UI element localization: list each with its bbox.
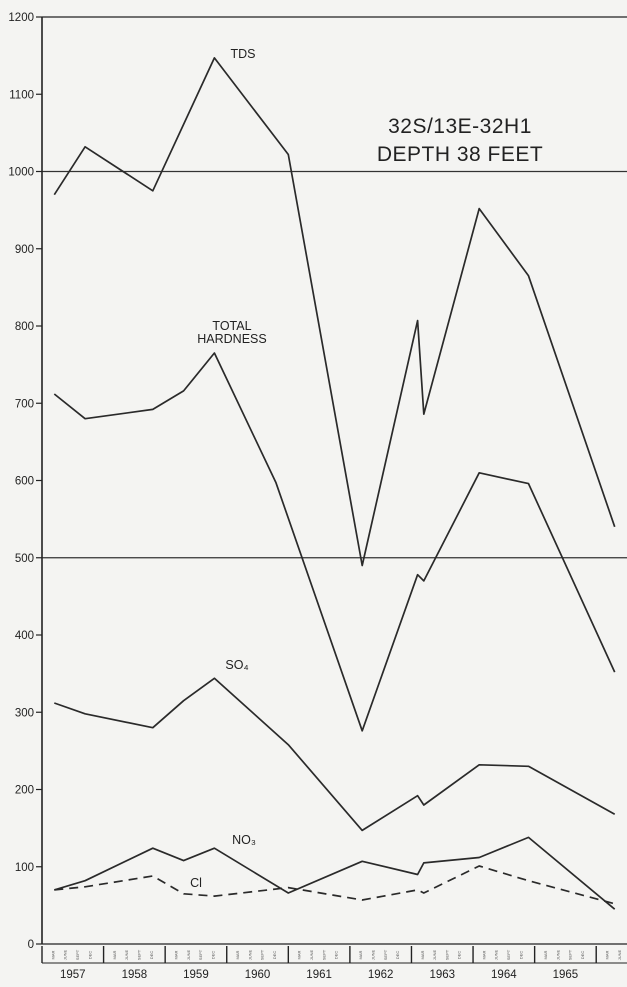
y-tick-label: 600: [15, 476, 34, 488]
series-label-1: HARDNESS: [197, 332, 266, 346]
y-tick-label: 1100: [9, 89, 34, 101]
month-mark: JUNE: [247, 949, 252, 960]
y-tick-label: 500: [15, 553, 34, 565]
month-mark: MAR: [358, 950, 363, 959]
month-mark: JUNE: [371, 949, 376, 960]
month-mark: DEC: [457, 951, 462, 960]
month-mark: SEPT: [321, 949, 326, 960]
month-mark: SEPT: [198, 949, 203, 960]
y-tick-labels: 0 100 200 300 400 500 600 700 800 900 1000 1100 1200: [8, 12, 42, 951]
month-mark: MAR: [420, 950, 425, 959]
month-mark: DEC: [334, 951, 339, 960]
month-mark: MAR: [297, 950, 302, 959]
month-mark: JUNE: [63, 949, 68, 960]
month-mark: JUNE: [555, 949, 560, 960]
month-mark: MAR: [50, 950, 55, 959]
month-mark: MAR: [543, 950, 548, 959]
month-mark: DEC: [149, 951, 154, 960]
y-tick-label: 700: [15, 398, 34, 410]
x-tick-label-1960: 1960: [245, 969, 271, 981]
x-tick-label-1958: 1958: [122, 969, 148, 981]
month-mark: JUNE: [124, 949, 129, 960]
month-mark: MAR: [605, 950, 610, 959]
chart-title-line-1: 32S/13E-32H1: [388, 115, 532, 138]
month-mark: DEC: [395, 951, 400, 960]
month-mark: DEC: [87, 951, 92, 960]
month-mark: SEPT: [75, 949, 80, 960]
series-label-3: NO₃: [232, 833, 256, 847]
series-label-1: TOTAL: [212, 319, 251, 333]
month-mark: MAR: [173, 950, 178, 959]
y-tick-label: 400: [15, 630, 34, 642]
x-tick-label-1963: 1963: [429, 969, 455, 981]
series-line-3: [54, 836, 616, 910]
month-mark: SEPT: [137, 949, 142, 960]
series-line-0: [53, 57, 616, 567]
y-tick-label: 100: [15, 862, 34, 874]
month-mark: JUNE: [186, 949, 191, 960]
month-mark: MAR: [112, 950, 117, 959]
month-mark: SEPT: [444, 949, 449, 960]
month-mark: DEC: [518, 951, 523, 960]
y-tick-label: 900: [15, 244, 34, 256]
series-line-1: [53, 352, 616, 732]
month-mark: JUNE: [309, 949, 314, 960]
x-tick-label-1965: 1965: [553, 969, 579, 981]
month-mark: DEC: [580, 951, 585, 960]
series-label-4: Cl: [190, 876, 202, 890]
series-label-0: TDS: [231, 47, 256, 61]
month-mark: JUNE: [617, 949, 622, 960]
month-mark: MAR: [235, 950, 240, 959]
month-mark: SEPT: [260, 949, 265, 960]
month-mark: JUNE: [432, 949, 437, 960]
series-lines: [53, 57, 616, 910]
chart-title-line-2: DEPTH 38 FEET: [377, 143, 543, 166]
month-mark: SEPT: [568, 949, 573, 960]
y-tick-label: 200: [15, 785, 34, 797]
x-tick-label-1957: 1957: [60, 969, 86, 981]
series-line-2: [54, 677, 616, 832]
x-tick-label-1961: 1961: [306, 969, 332, 981]
x-axis-strip: MAR JUNE SEPT DEC MAR JUNE SEPT DEC MAR JUNE SEPT D…: [41, 946, 627, 981]
month-mark: JUNE: [494, 949, 499, 960]
y-tick-label: 300: [15, 707, 34, 719]
x-tick-label-1962: 1962: [368, 969, 394, 981]
x-tick-label-1959: 1959: [183, 969, 209, 981]
reference-lines: [42, 170, 627, 559]
y-tick-label: 0: [28, 939, 34, 951]
month-mark: SEPT: [383, 949, 388, 960]
y-tick-label: 1000: [8, 167, 34, 179]
y-tick-label: 1200: [8, 12, 34, 24]
month-mark: DEC: [210, 951, 215, 960]
y-tick-label: 800: [15, 321, 34, 333]
series-label-2: SO₄: [225, 658, 248, 672]
x-tick-label-1964: 1964: [491, 969, 517, 981]
month-mark: SEPT: [506, 949, 511, 960]
month-mark: DEC: [272, 951, 277, 960]
month-mark: MAR: [481, 950, 486, 959]
series-line-4: [54, 865, 615, 905]
